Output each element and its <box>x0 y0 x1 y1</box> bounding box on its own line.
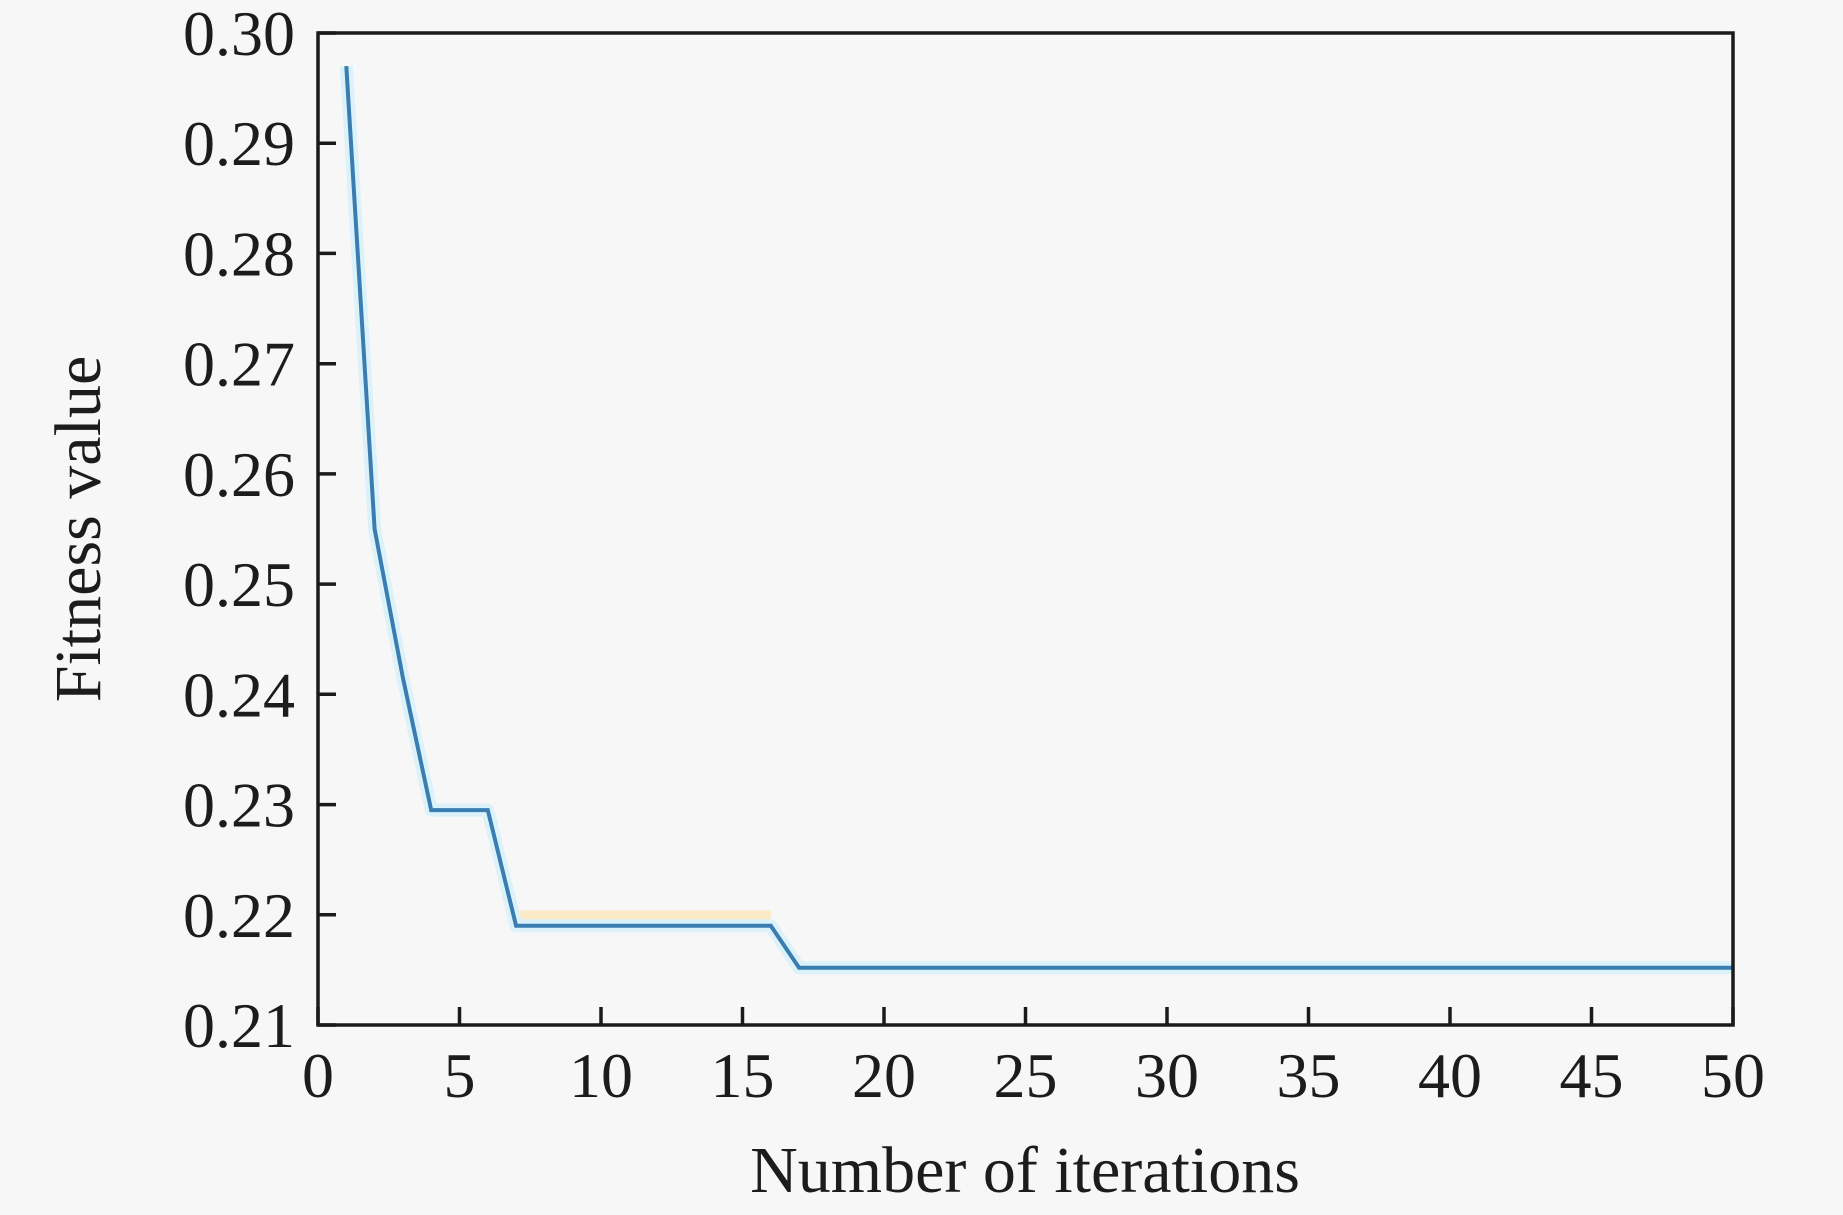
tick-layer: 0 5 10 15 20 25 30 35 40 45 50 0.21 0.22 0.23 0.24 0.25… <box>183 0 1765 1111</box>
series-line <box>344 65 1733 970</box>
x-tick-label: 30 <box>1135 1040 1199 1111</box>
y-tick-label: 0.28 <box>183 218 295 289</box>
y-tick-label: 0.24 <box>183 659 295 730</box>
y-tick-label: 0.27 <box>183 329 295 400</box>
x-tick-label: 50 <box>1701 1040 1765 1111</box>
x-tick-label: 5 <box>444 1040 476 1111</box>
y-tick-label: 0.23 <box>183 770 295 841</box>
x-tick-label: 25 <box>994 1040 1058 1111</box>
x-tick-label: 10 <box>569 1040 633 1111</box>
x-tick-label: 15 <box>711 1040 775 1111</box>
x-tick-label: 35 <box>1277 1040 1341 1111</box>
y-tick-label: 0.26 <box>183 439 295 510</box>
x-tick-label: 0 <box>302 1040 334 1111</box>
x-tick-label: 20 <box>852 1040 916 1111</box>
y-tick-label: 0.21 <box>183 990 295 1061</box>
series-layer <box>339 65 1733 975</box>
x-tick-label: 45 <box>1560 1040 1624 1111</box>
y-tick-label: 0.25 <box>183 549 295 620</box>
x-tick-label: 40 <box>1418 1040 1482 1111</box>
x-axis-title: Number of iterations <box>750 1134 1300 1207</box>
y-tick-label: 0.29 <box>183 108 295 179</box>
y-tick-label: 0.22 <box>183 880 295 951</box>
y-axis-title: Fitness value <box>42 356 115 702</box>
y-tick-label: 0.30 <box>183 0 295 69</box>
